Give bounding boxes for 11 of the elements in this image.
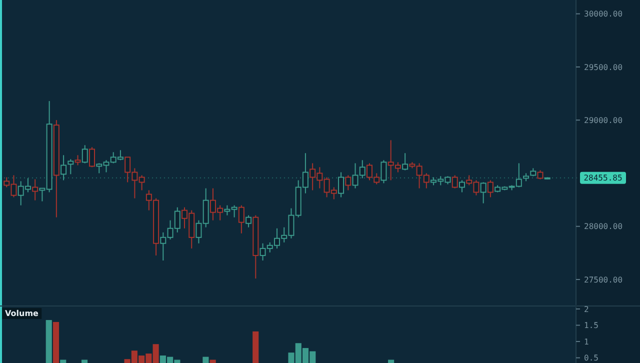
y-tick-label: 28000.00 [584,222,623,232]
y-tick-label: 0.5 [584,354,599,363]
chart-title: Volume [5,309,40,318]
y-tick-label: 29000.00 [584,116,623,125]
y-tick-label: 2 [584,304,589,314]
y-tick-label: 1 [584,337,589,346]
ref-line-label: 28455.85 [584,174,622,183]
y-tick-label: 30000.00 [584,10,623,19]
y-tick-label: 29500.00 [584,62,623,72]
y-tick-label: 1.5 [584,321,599,330]
y-tick-label: 27500.00 [584,275,623,284]
